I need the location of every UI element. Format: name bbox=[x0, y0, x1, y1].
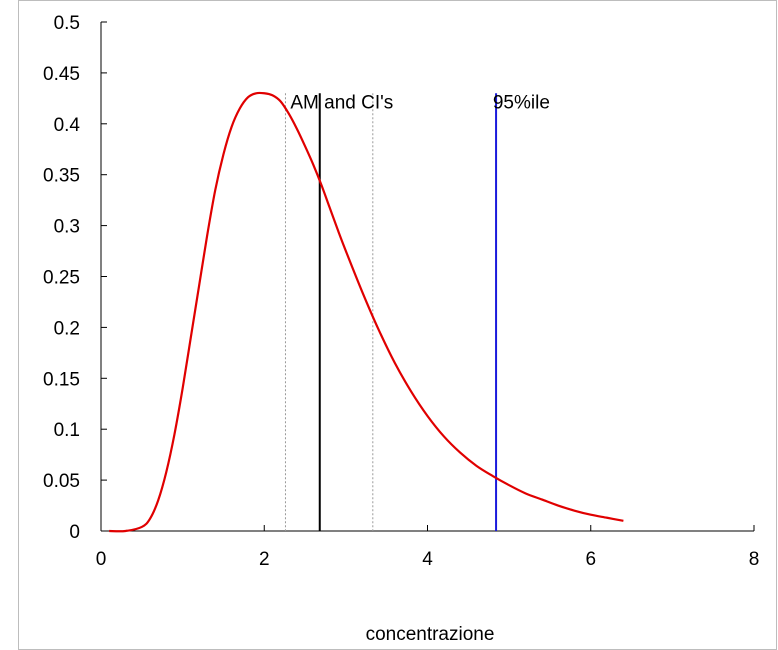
axes: 0 0.05 0.1 0.15 0.2 0.25 0.3 0.35 0.4 0.45 0.5 0 2 4 6… bbox=[43, 13, 759, 570]
reference-lines bbox=[285, 93, 496, 531]
y-tick-label: 0.5 bbox=[54, 13, 80, 34]
x-tick-label: 2 bbox=[259, 549, 270, 570]
y-tick-label: 0.25 bbox=[43, 268, 80, 289]
x-tick-label: 4 bbox=[422, 549, 433, 570]
annotations: AM and CI's 95%ile bbox=[290, 93, 550, 114]
series-group bbox=[109, 93, 623, 531]
y-tick-label: 0.05 bbox=[43, 471, 80, 492]
y-tick-label: 0.1 bbox=[54, 420, 80, 441]
y-tick-label: 0.15 bbox=[43, 369, 80, 390]
y-tick-label: 0.45 bbox=[43, 64, 80, 85]
y-tick-label: 0.2 bbox=[54, 318, 80, 339]
x-tick-label: 0 bbox=[96, 549, 107, 570]
x-axis-label: concentrazione bbox=[366, 624, 495, 645]
y-tick-label: 0.4 bbox=[54, 115, 81, 136]
y-tick-label: 0.35 bbox=[43, 166, 80, 187]
annotation-label: 95%ile bbox=[493, 93, 550, 114]
y-tick-label: 0 bbox=[69, 522, 80, 543]
x-tick-label: 6 bbox=[585, 549, 596, 570]
annotation-label: AM and CI's bbox=[290, 93, 393, 114]
density-curve bbox=[109, 93, 623, 531]
x-tick-label: 8 bbox=[749, 549, 760, 570]
y-tick-label: 0.3 bbox=[54, 217, 80, 238]
